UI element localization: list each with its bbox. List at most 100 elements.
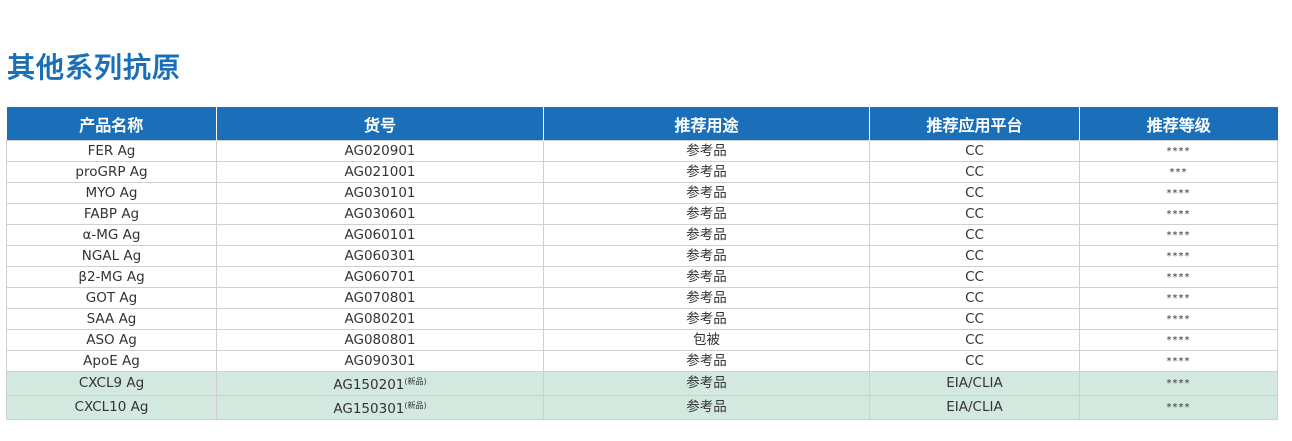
cell-product-name: FER Ag	[6, 140, 217, 162]
cell-level: ***	[1079, 161, 1278, 183]
cell-product-name: ApoE Ag	[6, 350, 217, 372]
cell-code: AG021001	[216, 161, 544, 183]
cell-product-name: proGRP Ag	[6, 161, 217, 183]
table-row: β2-MG Ag AG060701 参考品 CC ****	[6, 266, 1278, 288]
table-row: CXCL10 Ag AG150301(新品) 参考品 EIA/CLIA ****	[6, 395, 1278, 420]
cell-platform: CC	[869, 245, 1080, 267]
cell-level: ****	[1079, 245, 1278, 267]
cell-code: AG030101	[216, 182, 544, 204]
product-code: AG021001	[344, 163, 416, 180]
cell-platform: CC	[869, 161, 1080, 183]
page-title: 其他系列抗原	[7, 51, 182, 84]
product-code: AG060301	[344, 247, 416, 264]
cell-use: 参考品	[543, 350, 870, 372]
product-code: AG080201	[344, 310, 416, 327]
cell-use: 参考品	[543, 287, 870, 309]
cell-product-name: NGAL Ag	[6, 245, 217, 267]
cell-use: 参考品	[543, 395, 870, 420]
table-row: proGRP Ag AG021001 参考品 CC ***	[6, 161, 1278, 183]
cell-use: 参考品	[543, 203, 870, 225]
product-code: AG150201	[333, 377, 405, 393]
cell-code: AG030601	[216, 203, 544, 225]
cell-code: AG080201	[216, 308, 544, 330]
header-use: 推荐用途	[543, 107, 870, 141]
product-code: AG030601	[344, 205, 416, 222]
cell-code: AG060701	[216, 266, 544, 288]
table-row: FABP Ag AG030601 参考品 CC ****	[6, 203, 1278, 225]
cell-product-name: CXCL9 Ag	[6, 371, 217, 396]
table-row: GOT Ag AG070801 参考品 CC ****	[6, 287, 1278, 309]
cell-product-name: α-MG Ag	[6, 224, 217, 246]
cell-level: ****	[1079, 140, 1278, 162]
product-code: AG020901	[344, 142, 416, 159]
cell-use: 参考品	[543, 182, 870, 204]
table-row: SAA Ag AG080201 参考品 CC ****	[6, 308, 1278, 330]
cell-product-name: GOT Ag	[6, 287, 217, 309]
cell-product-name: CXCL10 Ag	[6, 395, 217, 420]
table-row: ApoE Ag AG090301 参考品 CC ****	[6, 350, 1278, 372]
product-code: AG060101	[344, 226, 416, 243]
cell-level: ****	[1079, 203, 1278, 225]
cell-level: ****	[1079, 371, 1278, 396]
cell-product-name: FABP Ag	[6, 203, 217, 225]
cell-product-name: β2-MG Ag	[6, 266, 217, 288]
cell-level: ****	[1079, 287, 1278, 309]
table-row: CXCL9 Ag AG150201(新品) 参考品 EIA/CLIA ****	[6, 371, 1278, 396]
table-header-row: 产品名称 货号 推荐用途 推荐应用平台 推荐等级	[6, 107, 1278, 141]
cell-use: 参考品	[543, 245, 870, 267]
cell-product-name: ASO Ag	[6, 329, 217, 351]
cell-platform: CC	[869, 203, 1080, 225]
product-code: AG070801	[344, 289, 416, 306]
cell-code: AG060101	[216, 224, 544, 246]
product-code: AG150301	[333, 401, 405, 417]
product-code: AG030101	[344, 184, 416, 201]
cell-platform: EIA/CLIA	[869, 395, 1080, 420]
cell-code: AG060301	[216, 245, 544, 267]
cell-platform: CC	[869, 350, 1080, 372]
cell-code: AG020901	[216, 140, 544, 162]
cell-use: 参考品	[543, 308, 870, 330]
new-product-tag: (新品)	[404, 377, 427, 386]
cell-platform: CC	[869, 224, 1080, 246]
header-product-name: 产品名称	[6, 107, 217, 141]
cell-platform: CC	[869, 140, 1080, 162]
cell-use: 参考品	[543, 140, 870, 162]
cell-use: 参考品	[543, 224, 870, 246]
cell-code: AG070801	[216, 287, 544, 309]
cell-level: ****	[1079, 308, 1278, 330]
cell-product-name: SAA Ag	[6, 308, 217, 330]
cell-use: 参考品	[543, 371, 870, 396]
cell-code: AG150301(新品)	[216, 395, 544, 420]
cell-level: ****	[1079, 182, 1278, 204]
table-row: NGAL Ag AG060301 参考品 CC ****	[6, 245, 1278, 267]
table-row: MYO Ag AG030101 参考品 CC ****	[6, 182, 1278, 204]
cell-level: ****	[1079, 266, 1278, 288]
cell-level: ****	[1079, 350, 1278, 372]
cell-level: ****	[1079, 395, 1278, 420]
table-row: FER Ag AG020901 参考品 CC ****	[6, 140, 1278, 162]
table-row: α-MG Ag AG060101 参考品 CC ****	[6, 224, 1278, 246]
product-code: AG090301	[344, 352, 416, 369]
cell-product-name: MYO Ag	[6, 182, 217, 204]
new-product-tag: (新品)	[404, 401, 427, 410]
cell-platform: CC	[869, 329, 1080, 351]
product-code: AG080801	[344, 331, 416, 348]
cell-use: 参考品	[543, 161, 870, 183]
product-code: AG060701	[344, 268, 416, 285]
cell-code: AG090301	[216, 350, 544, 372]
header-code: 货号	[216, 107, 544, 141]
cell-level: ****	[1079, 329, 1278, 351]
cell-level: ****	[1079, 224, 1278, 246]
table-row: ASO Ag AG080801 包被 CC ****	[6, 329, 1278, 351]
cell-platform: CC	[869, 287, 1080, 309]
cell-use: 包被	[543, 329, 870, 351]
cell-platform: CC	[869, 182, 1080, 204]
cell-code: AG080801	[216, 329, 544, 351]
cell-platform: CC	[869, 308, 1080, 330]
cell-code: AG150201(新品)	[216, 371, 544, 396]
cell-use: 参考品	[543, 266, 870, 288]
antigen-table: 产品名称 货号 推荐用途 推荐应用平台 推荐等级 FER Ag AG020901 参…	[6, 107, 1278, 420]
header-platform: 推荐应用平台	[869, 107, 1080, 141]
cell-platform: EIA/CLIA	[869, 371, 1080, 396]
header-level: 推荐等级	[1079, 107, 1278, 141]
